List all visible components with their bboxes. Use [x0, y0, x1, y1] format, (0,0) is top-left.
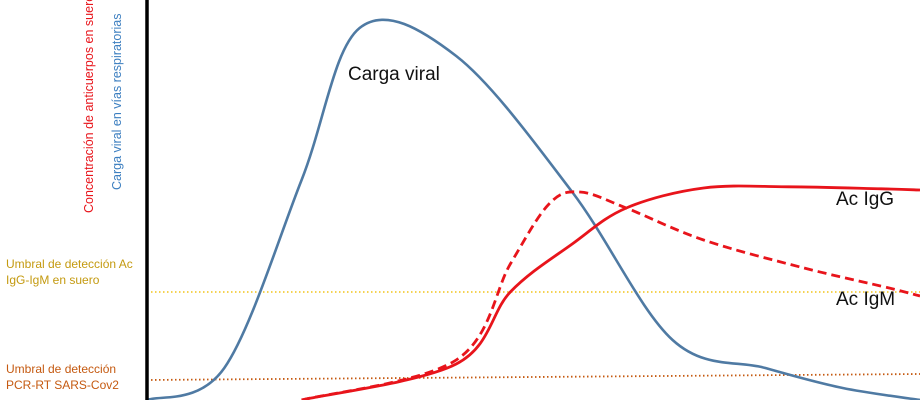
y-axis-title-viral: Carga viral en vías respiratorias: [110, 14, 124, 190]
threshold-label-antibody-line: IgG-IgM en suero: [6, 273, 100, 287]
series-line-ac-igg: [301, 184, 920, 400]
threshold-label-pcr-line: Umbral de detección: [6, 362, 116, 376]
threshold-label-pcr-line: PCR-RT SARS-Cov2: [6, 378, 119, 392]
threshold-label-pcr: Umbral de detección PCR-RT SARS-Cov2: [6, 362, 119, 392]
series-label-ac-igg: Ac IgG: [836, 189, 894, 210]
series-label-ac-igm: Ac IgM: [836, 289, 895, 310]
series-line-ac-igm: [301, 190, 920, 400]
y-axis-title-antibody: Concentración de anticuerpos en suero: [82, 0, 96, 213]
series-line-carga-viral: [146, 18, 920, 400]
series-label-carga-viral: Carga viral: [348, 64, 440, 85]
threshold-label-antibody: Umbral de detección Ac IgG-IgM en suero: [6, 257, 133, 287]
threshold-label-antibody-line: Umbral de detección Ac: [6, 257, 133, 271]
